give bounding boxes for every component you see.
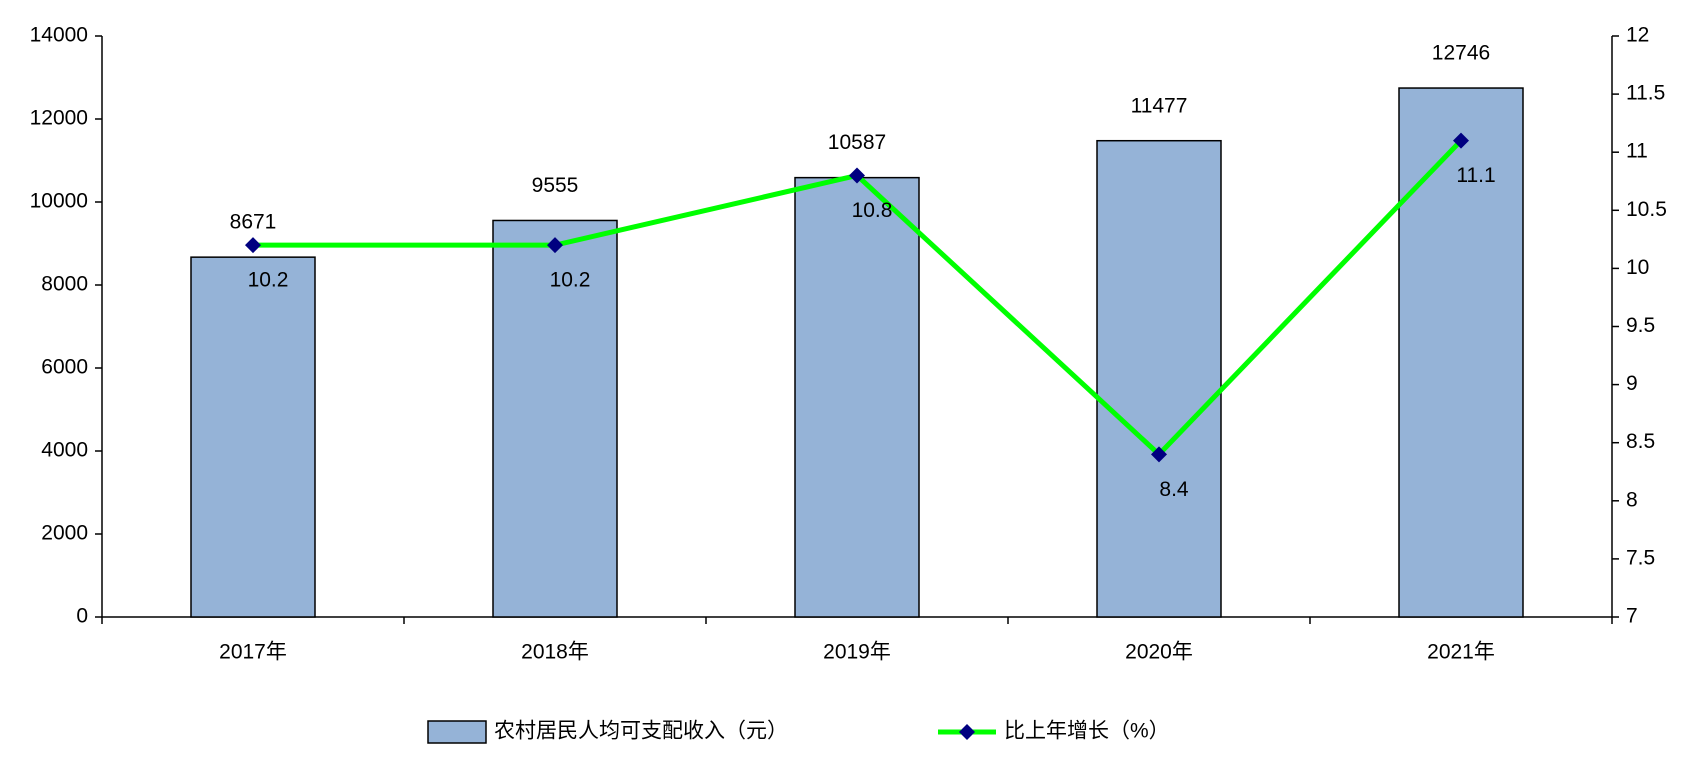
bar-value-label: 12746 bbox=[1432, 42, 1490, 65]
y-tick-label: 0 bbox=[76, 605, 88, 628]
bar bbox=[492, 219, 618, 618]
y2-tick-label: 7.5 bbox=[1626, 546, 1655, 569]
y2-tick-label: 11.5 bbox=[1626, 82, 1665, 105]
x-tick-label: 2019年 bbox=[823, 641, 891, 664]
legend-label: 比上年增长（%） bbox=[1004, 720, 1170, 743]
y2-tick-label: 8 bbox=[1626, 488, 1638, 511]
y-tick-label: 8000 bbox=[41, 273, 88, 296]
y-tick-label: 2000 bbox=[41, 522, 88, 545]
bar bbox=[190, 256, 316, 618]
y-tick-label: 10000 bbox=[30, 190, 88, 213]
line-value-label: 11.1 bbox=[1456, 164, 1495, 187]
y2-tick-label: 7 bbox=[1626, 605, 1638, 628]
y2-tick-label: 10.5 bbox=[1626, 198, 1667, 221]
line-value-label: 10.2 bbox=[550, 269, 591, 292]
bar-value-label: 8671 bbox=[230, 211, 277, 234]
bar bbox=[1398, 87, 1524, 618]
line-value-label: 10.8 bbox=[852, 199, 893, 222]
x-tick-label: 2021年 bbox=[1427, 641, 1495, 664]
line-value-label: 10.2 bbox=[248, 269, 289, 292]
y-tick-label: 4000 bbox=[41, 439, 88, 462]
legend-marker bbox=[959, 724, 975, 740]
x-tick-label: 2020年 bbox=[1125, 641, 1193, 664]
y-tick-label: 12000 bbox=[30, 107, 88, 130]
y2-tick-label: 9 bbox=[1626, 372, 1638, 395]
y2-tick-label: 10 bbox=[1626, 256, 1649, 279]
line-marker bbox=[849, 167, 865, 184]
bar-value-label: 9555 bbox=[532, 174, 579, 197]
y2-tick-label: 11 bbox=[1626, 140, 1648, 163]
y2-tick-label: 12 bbox=[1626, 24, 1649, 47]
y-tick-label: 14000 bbox=[30, 24, 88, 47]
x-tick-label: 2017年 bbox=[219, 641, 287, 664]
y2-tick-label: 8.5 bbox=[1626, 430, 1655, 453]
line-marker bbox=[1453, 132, 1469, 149]
bar-value-label: 11477 bbox=[1131, 94, 1188, 117]
y2-tick-label: 9.5 bbox=[1626, 314, 1655, 337]
y-tick-label: 6000 bbox=[41, 356, 88, 379]
line-value-label: 8.4 bbox=[1159, 478, 1189, 501]
bar-value-label: 10587 bbox=[828, 131, 886, 154]
bar bbox=[1096, 139, 1222, 618]
line-marker bbox=[245, 237, 261, 254]
line-marker bbox=[1151, 446, 1167, 463]
legend-swatch bbox=[427, 720, 487, 744]
x-tick-label: 2018年 bbox=[521, 641, 589, 664]
legend-label: 农村居民人均可支配收入（元） bbox=[494, 720, 788, 743]
line-marker bbox=[547, 237, 563, 254]
bar bbox=[794, 176, 920, 618]
